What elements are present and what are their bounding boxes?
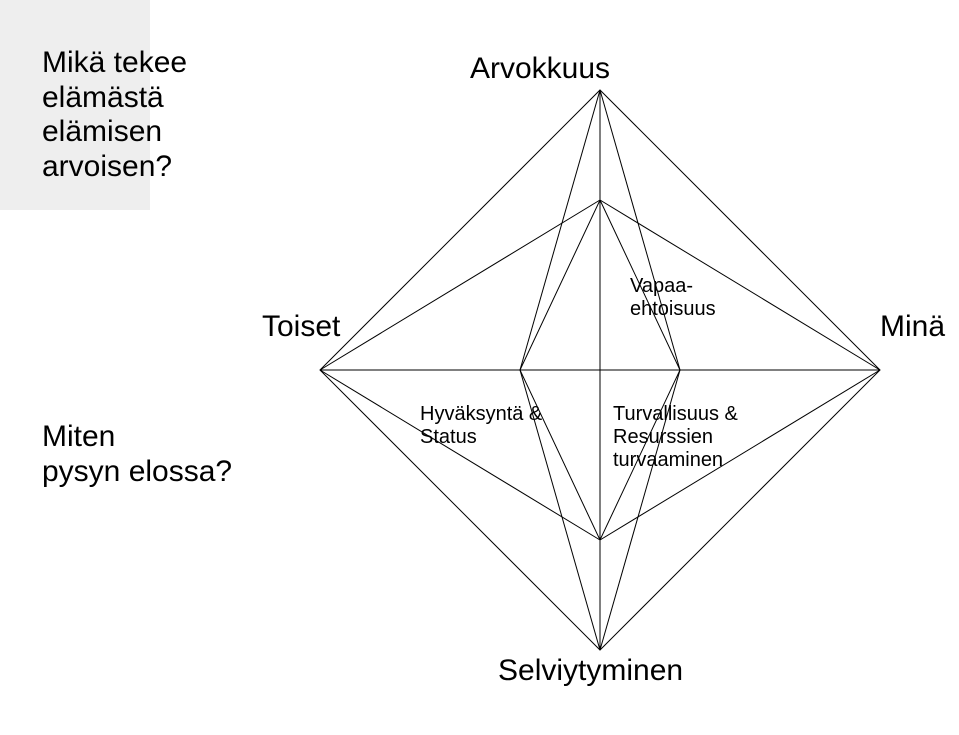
- axis-label-left: Toiset: [262, 310, 340, 345]
- inner-label-bottom-right: Turvallisuus &Resurssienturvaaminen: [613, 403, 738, 472]
- secondary-question: Miten pysyn elossa?: [42, 420, 292, 489]
- axis-label-top: Arvokkuus: [470, 52, 610, 87]
- inner-label-top-right: Vapaa-ehtoisuus: [630, 275, 716, 321]
- axis-label-right: Minä: [880, 310, 945, 345]
- q2-line-1: Miten: [42, 420, 115, 453]
- inner-label-bottom-left: Hyväksyntä &Status: [420, 403, 542, 449]
- title-line-1: Mikä tekee: [42, 46, 187, 79]
- main-title: Mikä tekee elämästä elämisen arvoisen?: [42, 46, 292, 184]
- q2-line-2: pysyn elossa?: [42, 455, 232, 488]
- title-line-4: arvoisen?: [42, 150, 172, 183]
- title-line-3: elämisen: [42, 115, 162, 148]
- axis-label-bottom: Selviytyminen: [498, 654, 683, 689]
- title-line-2: elämästä: [42, 81, 164, 114]
